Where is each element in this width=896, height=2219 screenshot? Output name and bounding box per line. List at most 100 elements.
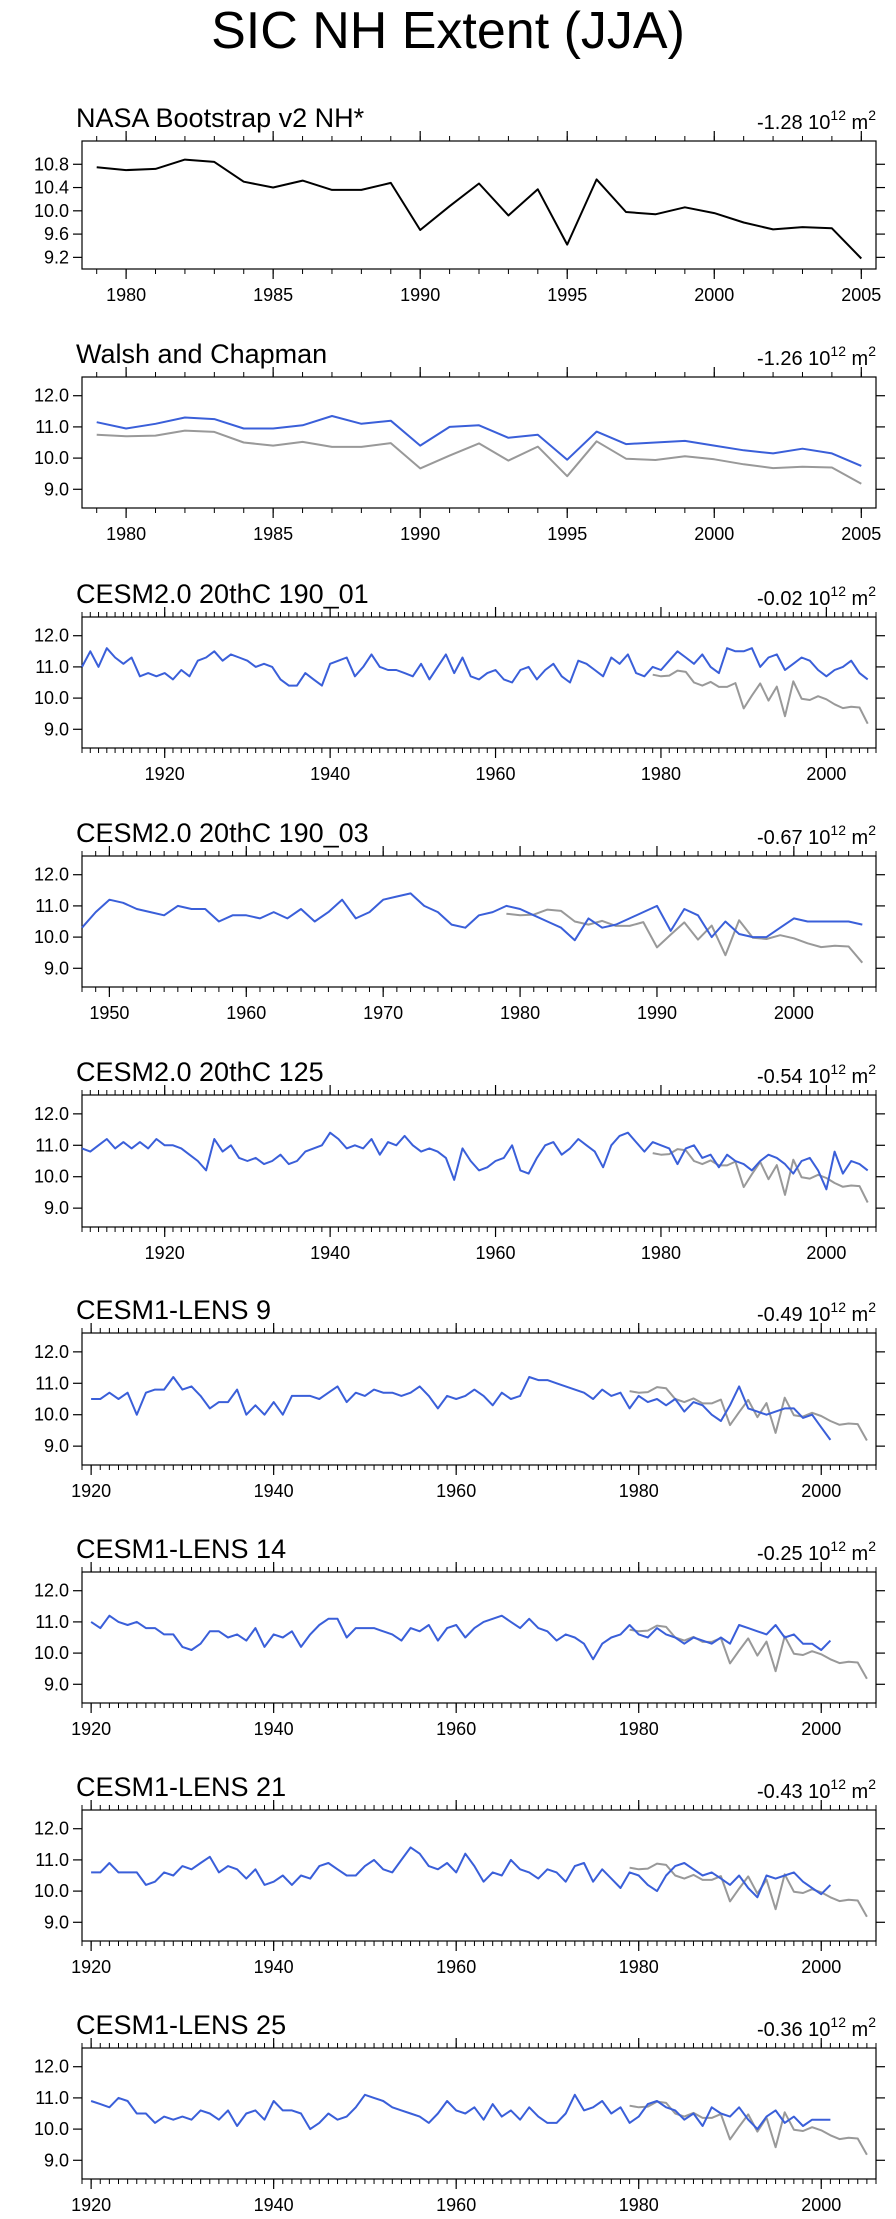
y-tick-label: 9.0 <box>44 719 69 739</box>
x-tick-label: 1990 <box>637 1003 677 1023</box>
y-tick-label: 11.0 <box>35 1612 69 1632</box>
trend-label: -0.36 1012 m2 <box>757 2014 876 2041</box>
y-tick-label: 9.0 <box>44 2150 69 2170</box>
trend-exponent: 12 <box>830 1776 846 1792</box>
y-tick-label: 10.0 <box>34 927 69 947</box>
x-tick-label: 2000 <box>694 524 734 544</box>
y-tick-label: 12.0 <box>34 865 69 885</box>
y-tick-label: 11.0 <box>35 1135 69 1155</box>
trend-exponent: 2 <box>868 343 876 359</box>
x-tick-label: 1960 <box>436 1481 476 1501</box>
y-tick-label: 9.0 <box>44 958 69 978</box>
trend-text: -1.28 10 <box>757 112 830 134</box>
trend-exponent: 2 <box>868 1061 876 1077</box>
panel-4: CESM2.0 20thC 190_03 -0.67 1012 m2 1950 196… <box>34 818 885 1023</box>
x-tick-label: 2005 <box>841 524 881 544</box>
x-tick-label: 1995 <box>547 524 587 544</box>
y-tick-label: 12.0 <box>34 1819 69 1839</box>
x-tick-label: 1940 <box>254 1719 294 1739</box>
y-tick-label: 10.4 <box>34 178 69 198</box>
x-tick-label: 1940 <box>254 2195 294 2215</box>
trend-label: -0.43 1012 m2 <box>757 1776 876 1803</box>
trend-label: -0.02 1012 m2 <box>757 583 876 610</box>
trend-label: -0.54 1012 m2 <box>757 1061 876 1088</box>
y-tick-label: 12.0 <box>34 2057 69 2077</box>
x-tick-label: 1980 <box>106 524 146 544</box>
trend-text: m <box>846 827 868 849</box>
x-tick-label: 1970 <box>363 1003 403 1023</box>
x-tick-label: 2000 <box>801 2195 841 2215</box>
y-tick-label: 9.0 <box>44 1674 69 1694</box>
trend-text: m <box>846 588 868 610</box>
trend-text: m <box>846 1066 868 1088</box>
trend-exponent: 2 <box>868 583 876 599</box>
y-tick-label: 9.0 <box>44 1436 69 1456</box>
y-tick-label: 10.0 <box>34 1881 69 1901</box>
panel-title: CESM2.0 20thC 125 <box>76 1057 324 1087</box>
y-tick-label: 10.0 <box>34 448 69 468</box>
y-tick-label: 11.0 <box>35 1850 69 1870</box>
figure-title: SIC NH Extent (JJA) <box>211 2 685 60</box>
trend-label: -0.49 1012 m2 <box>757 1299 876 1326</box>
x-tick-label: 1960 <box>226 1003 266 1023</box>
series-line-observation-ref <box>96 429 862 485</box>
trend-text: -0.49 10 <box>757 1304 830 1326</box>
trend-exponent: 12 <box>830 1061 846 1077</box>
trend-exponent: 12 <box>830 2014 846 2030</box>
x-tick-label: 2000 <box>801 1719 841 1739</box>
y-tick-label: 11.0 <box>35 657 69 677</box>
trend-text: -1.26 10 <box>757 348 830 370</box>
y-tick-label: 10.0 <box>34 2119 69 2139</box>
y-tick-label: 11.0 <box>35 896 69 916</box>
x-tick-label: 1960 <box>436 1957 476 1977</box>
x-tick-label: 1960 <box>436 2195 476 2215</box>
panel-6: CESM1-LENS 9 -0.49 1012 m2 1920 1940 1960 198… <box>34 1295 885 1501</box>
panel-title: CESM1-LENS 21 <box>76 1772 286 1802</box>
trend-text: m <box>846 2019 868 2041</box>
series-line-observation-ref <box>629 1386 868 1441</box>
y-tick-label: 10.0 <box>34 1643 69 1663</box>
y-tick-label: 10.0 <box>34 1167 69 1187</box>
trend-exponent: 12 <box>830 1299 846 1315</box>
panel-8: CESM1-LENS 21 -0.43 1012 m2 1920 1940 1960 19… <box>34 1772 885 1977</box>
x-tick-label: 1980 <box>500 1003 540 1023</box>
x-tick-label: 1940 <box>254 1481 294 1501</box>
x-tick-label: 1920 <box>145 1243 185 1263</box>
panel-1: NASA Bootstrap v2 NH* -1.28 1012 m2 1980 19… <box>34 103 885 305</box>
plot-frame <box>81 1094 877 1228</box>
x-tick-label: 1980 <box>619 2195 659 2215</box>
panel-title: CESM1-LENS 9 <box>76 1295 271 1325</box>
series-line-model <box>81 1131 869 1191</box>
series-line-model <box>90 2093 831 2131</box>
x-tick-label: 1980 <box>641 1243 681 1263</box>
plot-frame <box>81 855 877 988</box>
trend-label: -1.28 1012 m2 <box>757 107 876 134</box>
y-tick-label: 10.0 <box>34 1405 69 1425</box>
x-tick-label: 1920 <box>71 1719 111 1739</box>
y-tick-label: 10.0 <box>34 688 69 708</box>
x-tick-label: 1980 <box>619 1481 659 1501</box>
trend-exponent: 2 <box>868 107 876 123</box>
y-tick-label: 11.0 <box>35 1373 69 1393</box>
x-tick-label: 1980 <box>619 1957 659 1977</box>
y-tick-label: 11.0 <box>35 417 69 437</box>
series-line-observation-ref <box>652 1148 869 1203</box>
x-tick-label: 1950 <box>89 1003 129 1023</box>
panel-title: CESM1-LENS 14 <box>76 1534 286 1564</box>
y-tick-label: 10.0 <box>34 201 69 221</box>
y-tick-label: 11.0 <box>35 2088 69 2108</box>
trend-text: -0.54 10 <box>757 1066 830 1088</box>
trend-text: m <box>846 348 868 370</box>
x-tick-label: 1940 <box>254 1957 294 1977</box>
y-tick-label: 12.0 <box>34 1104 69 1124</box>
x-tick-label: 1920 <box>71 2195 111 2215</box>
y-tick-label: 12.0 <box>34 626 69 646</box>
y-tick-label: 9.0 <box>44 1198 69 1218</box>
trend-exponent: 2 <box>868 822 876 838</box>
x-tick-label: 1920 <box>71 1957 111 1977</box>
series-line-model <box>91 1376 832 1441</box>
x-tick-label: 1960 <box>476 1243 516 1263</box>
y-tick-label: 9.0 <box>44 479 69 499</box>
plot-frame <box>81 1332 877 1466</box>
